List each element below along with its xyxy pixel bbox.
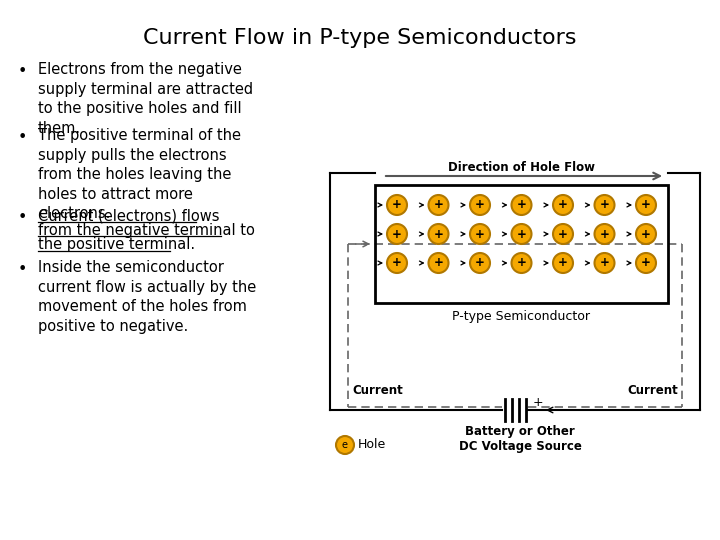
Circle shape <box>387 253 407 273</box>
Text: +: + <box>516 227 526 240</box>
Text: +: + <box>392 227 402 240</box>
Text: +: + <box>475 256 485 269</box>
Circle shape <box>470 224 490 244</box>
Circle shape <box>387 224 407 244</box>
Text: +: + <box>558 256 568 269</box>
Circle shape <box>387 195 407 215</box>
Text: Battery or Other
DC Voltage Source: Battery or Other DC Voltage Source <box>459 425 582 453</box>
Text: •: • <box>18 64 27 79</box>
Text: Hole: Hole <box>358 438 386 451</box>
Text: +: + <box>600 256 609 269</box>
Circle shape <box>428 253 449 273</box>
Text: the positive terminal.: the positive terminal. <box>38 238 195 253</box>
Circle shape <box>553 224 573 244</box>
Text: +: + <box>600 199 609 212</box>
Text: Current Flow in P-type Semiconductors: Current Flow in P-type Semiconductors <box>143 28 577 48</box>
Text: +: + <box>558 227 568 240</box>
Text: +: + <box>558 199 568 212</box>
Text: e: e <box>342 440 348 450</box>
Text: from the negative terminal to: from the negative terminal to <box>38 223 255 238</box>
Circle shape <box>553 253 573 273</box>
Circle shape <box>428 224 449 244</box>
Circle shape <box>595 253 614 273</box>
Text: +: + <box>475 227 485 240</box>
Text: •: • <box>18 130 27 145</box>
Circle shape <box>336 436 354 454</box>
Circle shape <box>511 195 531 215</box>
Circle shape <box>636 253 656 273</box>
Bar <box>375 185 668 303</box>
Circle shape <box>511 224 531 244</box>
Text: +: + <box>641 199 651 212</box>
Text: +: + <box>433 199 444 212</box>
Text: +: + <box>641 227 651 240</box>
Text: +: + <box>641 256 651 269</box>
Text: +: + <box>600 227 609 240</box>
Text: +: + <box>516 199 526 212</box>
Text: Current: Current <box>627 384 678 397</box>
Circle shape <box>636 224 656 244</box>
Circle shape <box>428 195 449 215</box>
Text: •: • <box>18 211 27 226</box>
Text: +: + <box>433 256 444 269</box>
Text: +: + <box>533 395 544 408</box>
Text: +: + <box>433 227 444 240</box>
Circle shape <box>470 253 490 273</box>
Circle shape <box>595 224 614 244</box>
Text: P-type Semiconductor: P-type Semiconductor <box>452 310 590 323</box>
Text: •: • <box>18 262 27 277</box>
Text: Electrons from the negative
supply terminal are attracted
to the positive holes : Electrons from the negative supply termi… <box>38 62 253 136</box>
Circle shape <box>553 195 573 215</box>
Text: +: + <box>392 256 402 269</box>
Circle shape <box>595 195 614 215</box>
Circle shape <box>511 253 531 273</box>
Circle shape <box>636 195 656 215</box>
Text: Current (electrons) flows: Current (electrons) flows <box>38 208 220 224</box>
Text: Direction of Hole Flow: Direction of Hole Flow <box>448 161 595 174</box>
Circle shape <box>470 195 490 215</box>
Text: +: + <box>516 256 526 269</box>
Text: Inside the semiconductor
current flow is actually by the
movement of the holes f: Inside the semiconductor current flow is… <box>38 260 256 334</box>
Text: Current: Current <box>352 384 402 397</box>
Text: +: + <box>475 199 485 212</box>
Text: +: + <box>392 199 402 212</box>
Text: The positive terminal of the
supply pulls the electrons
from the holes leaving t: The positive terminal of the supply pull… <box>38 128 241 221</box>
